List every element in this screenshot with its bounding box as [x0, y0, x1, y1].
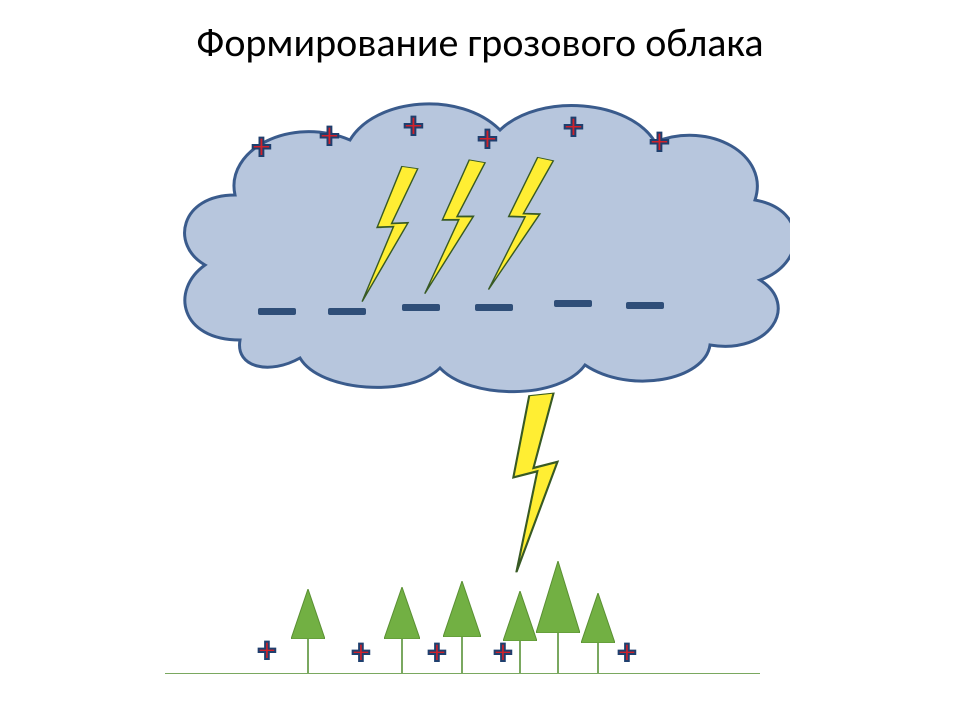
plus-symbol: + — [564, 108, 583, 146]
minus-symbol — [402, 304, 440, 311]
tree-shape — [384, 587, 420, 673]
plus-symbol: + — [252, 128, 271, 166]
plus-symbol: + — [428, 634, 446, 670]
plus-symbol: + — [478, 120, 497, 158]
minus-symbol — [258, 308, 296, 315]
plus-symbol: + — [650, 123, 669, 161]
tree-shape — [536, 561, 580, 673]
plus-symbol: + — [258, 632, 276, 668]
plus-symbol: + — [352, 634, 370, 670]
plus-symbol: + — [618, 634, 636, 670]
tree-shape — [291, 589, 325, 673]
plus-symbol: + — [494, 634, 512, 670]
tree-shape — [581, 593, 615, 673]
minus-symbol — [328, 308, 366, 315]
minus-symbol — [554, 300, 592, 307]
diagram-stage: + + + + + + + + + + + — [0, 0, 960, 720]
lightning-bolt-main — [491, 392, 579, 573]
minus-symbol — [475, 304, 513, 311]
minus-symbol — [626, 302, 664, 309]
plus-symbol: + — [404, 107, 423, 145]
tree-shape — [443, 581, 481, 673]
plus-symbol: + — [320, 117, 339, 155]
ground-line — [165, 673, 760, 674]
